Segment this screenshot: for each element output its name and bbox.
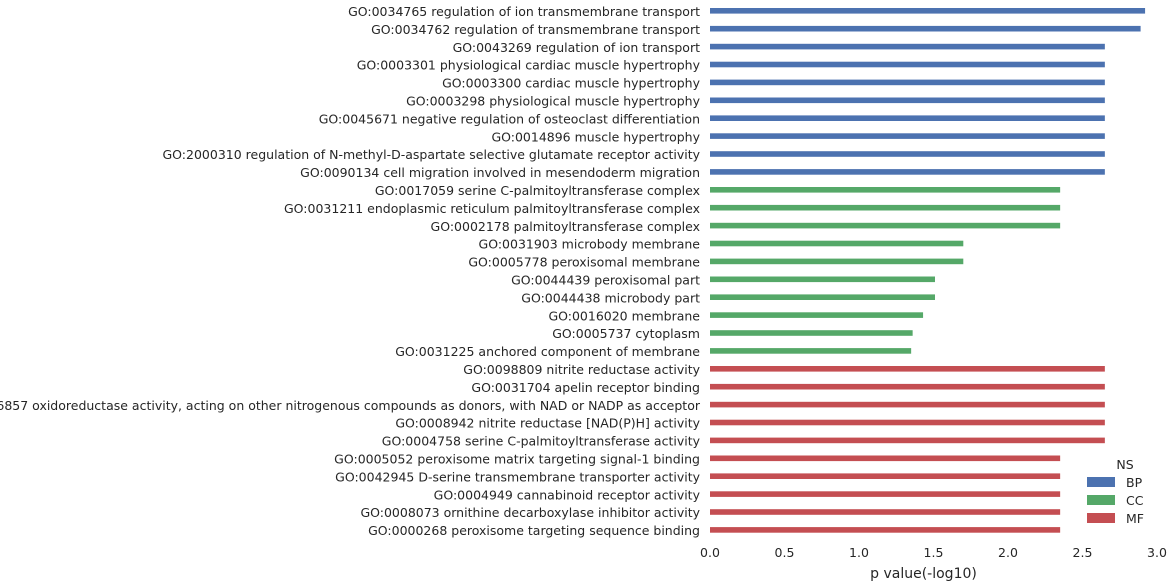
category-label: GO:0031704 apelin receptor binding xyxy=(471,380,700,395)
category-label: GO:0004758 serine C-palmitoyltransferase… xyxy=(382,434,701,449)
category-label: GO:0031225 anchored component of membran… xyxy=(395,344,700,359)
x-axis-ticks-group: 0.0 0.5 1.0 1.5 2.0 2.5 3.0 xyxy=(700,545,1167,560)
bar-cc xyxy=(710,204,1061,211)
bar-mf xyxy=(710,401,1105,408)
category-label: GO:0008942 nitrite reductase [NAD(P)H] a… xyxy=(395,416,700,431)
x-tick-label: 1.0 xyxy=(849,545,869,560)
category-label: GO:0042945 D-serine transmembrane transp… xyxy=(335,469,700,484)
bar-bp xyxy=(710,133,1105,139)
category-label: GO:0043269 regulation of ion transport xyxy=(453,40,701,55)
legend-label-bp: BP xyxy=(1126,475,1143,490)
category-label: GO:0005778 peroxisomal membrane xyxy=(468,255,700,270)
category-label: GO:0046857 oxidoreductase activity, acti… xyxy=(0,398,701,413)
bar-bp xyxy=(710,8,1146,14)
category-labels-group: GO:0034765 regulation of ion transmembra… xyxy=(0,4,701,538)
category-label: GO:0004949 cannabinoid receptor activity xyxy=(434,487,701,502)
bar-cc xyxy=(710,348,912,354)
legend-swatch-cc xyxy=(1087,495,1115,505)
category-label: GO:0045671 negative regulation of osteoc… xyxy=(319,111,700,126)
category-label: GO:0000268 peroxisome targeting sequence… xyxy=(368,523,700,538)
bar-cc xyxy=(710,312,924,318)
bar-mf xyxy=(710,509,1061,515)
bar-bp xyxy=(710,43,1105,50)
bar-mf xyxy=(710,491,1061,497)
bar-cc xyxy=(710,258,964,265)
bar-cc xyxy=(710,222,1061,229)
bar-mf xyxy=(710,366,1105,372)
category-label: GO:0090134 cell migration involved in me… xyxy=(300,165,700,180)
category-label: GO:0005052 peroxisome matrix targeting s… xyxy=(334,452,700,467)
x-tick-label: 2.0 xyxy=(998,545,1018,560)
x-tick-label: 2.5 xyxy=(1073,545,1093,560)
x-tick-label: 1.5 xyxy=(924,545,944,560)
bar-bp xyxy=(710,115,1105,121)
bar-bp xyxy=(710,97,1105,104)
category-label: GO:0002178 palmitoyltransferase complex xyxy=(431,219,700,234)
legend-swatch-bp xyxy=(1087,477,1115,487)
category-label: GO:0034762 regulation of transmembrane t… xyxy=(371,22,700,37)
category-label: GO:0031211 endoplasmic reticulum palmito… xyxy=(284,201,700,216)
legend-label-mf: MF xyxy=(1126,511,1144,526)
category-label: GO:0003301 physiological cardiac muscle … xyxy=(357,58,701,73)
legend-title: NS xyxy=(1116,457,1133,472)
bar-cc xyxy=(710,187,1061,193)
bar-mf xyxy=(710,473,1061,479)
bar-bp xyxy=(710,151,1105,157)
bar-cc xyxy=(710,276,935,283)
category-label: GO:0008073 ornithine decarboxylase inhib… xyxy=(360,505,700,520)
bar-mf xyxy=(710,437,1105,444)
bar-mf xyxy=(710,455,1061,462)
legend: NS BP CC MF xyxy=(1087,457,1144,526)
category-label: GO:2000310 regulation of N-methyl-D-aspa… xyxy=(163,147,701,162)
x-axis-title: p value(-log10) xyxy=(870,566,977,582)
x-tick-label: 3.0 xyxy=(1147,545,1167,560)
category-label: GO:0044438 microbody part xyxy=(521,290,700,305)
bar-bp xyxy=(710,169,1105,175)
category-label: GO:0003298 physiological muscle hypertro… xyxy=(406,94,701,109)
bar-cc xyxy=(710,240,964,247)
legend-label-cc: CC xyxy=(1126,493,1144,508)
bar-cc xyxy=(710,294,935,300)
bar-bp xyxy=(710,61,1105,68)
category-label: GO:0016020 membrane xyxy=(548,308,700,323)
x-tick-label: 0.0 xyxy=(700,545,720,560)
category-label: GO:0005737 cytoplasm xyxy=(552,326,700,341)
bar-bp xyxy=(710,25,1141,32)
category-label: GO:0034765 regulation of ion transmembra… xyxy=(348,4,700,19)
category-label: GO:0031903 microbody membrane xyxy=(479,237,701,252)
category-label: GO:0014896 muscle hypertrophy xyxy=(491,129,700,144)
category-label: GO:0044439 peroxisomal part xyxy=(511,273,700,288)
category-label: GO:0098809 nitrite reductase activity xyxy=(463,362,700,377)
bar-mf xyxy=(710,419,1105,426)
legend-swatch-mf xyxy=(1087,513,1115,523)
x-tick-label: 0.5 xyxy=(775,545,795,560)
bar-bp xyxy=(710,79,1105,86)
bar-mf xyxy=(710,383,1105,390)
bars-group xyxy=(710,8,1146,533)
bar-cc xyxy=(710,330,913,336)
bar-mf xyxy=(710,527,1061,533)
category-label: GO:0003300 cardiac muscle hypertrophy xyxy=(442,76,701,91)
category-label: GO:0017059 serine C-palmitoyltransferase… xyxy=(375,183,700,198)
